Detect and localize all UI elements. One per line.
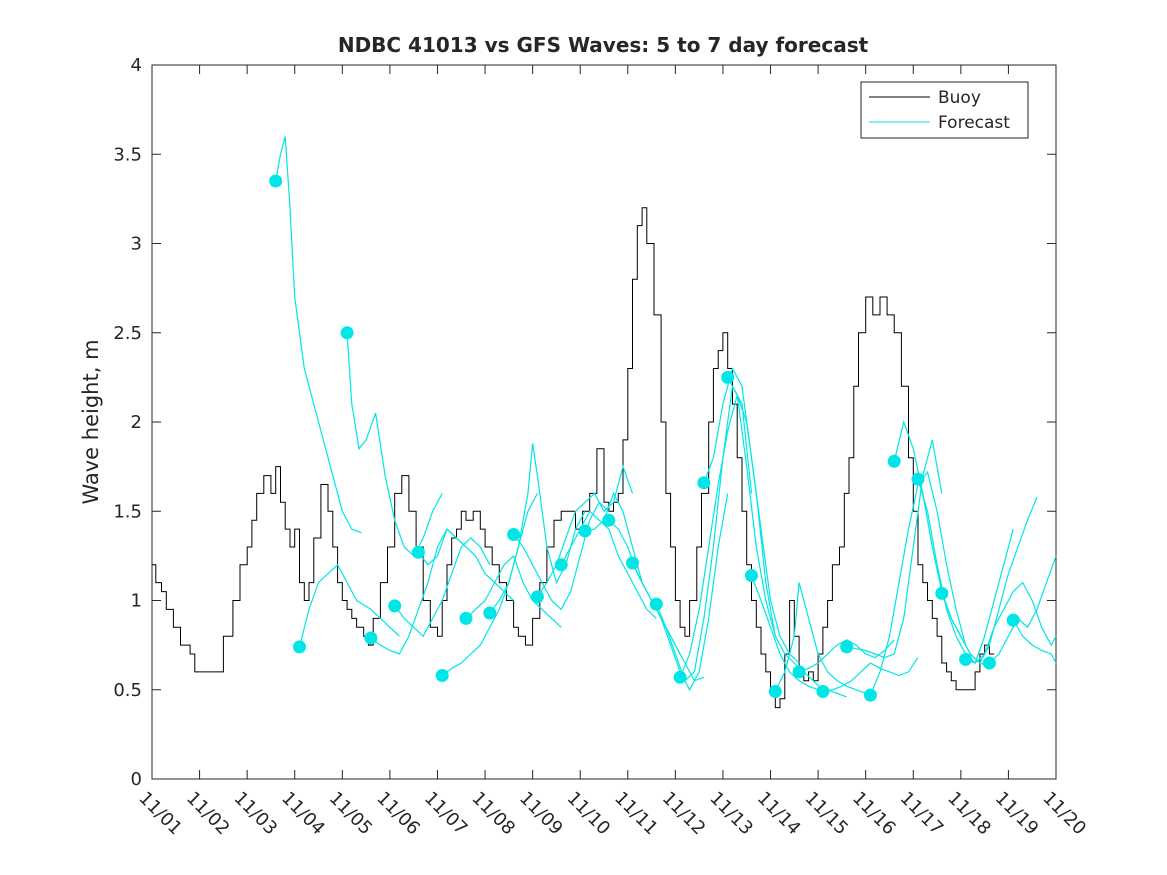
forecast-line: [441, 493, 538, 676]
forecast-start-point: [982, 656, 996, 670]
y-tick-label: 3.5: [113, 144, 142, 165]
forecast-start-point: [459, 611, 473, 625]
legend: Buoy Forecast: [860, 81, 1029, 139]
x-tick-label: 11/09: [515, 788, 567, 840]
x-tick-label: 11/05: [325, 788, 377, 840]
y-axis: 0 0.5 1 1.5 2 2.5 3 3.5 4: [113, 55, 1056, 790]
y-tick-label: 1: [131, 591, 142, 612]
y-tick-label: 4: [131, 55, 142, 76]
x-tick-label: 11/03: [230, 788, 282, 840]
forecast-line: [822, 657, 919, 693]
forecast-start-point: [935, 586, 949, 600]
forecast-start-point: [293, 640, 306, 654]
forecast-start-point: [554, 558, 568, 572]
forecast-start-point: [578, 524, 592, 538]
x-tick-label: 11/17: [896, 788, 948, 840]
forecast-start-point: [792, 665, 806, 679]
forecast-line: [489, 443, 586, 614]
forecast-start-point: [507, 528, 521, 541]
forecast-start-point: [697, 476, 711, 490]
forecast-line: [465, 554, 562, 628]
y-tick-label: 2: [131, 412, 142, 433]
forecast-start-point: [768, 685, 782, 698]
forecast-line: [536, 464, 634, 598]
forecast-line: [394, 537, 491, 638]
x-tick-label: 11/13: [705, 788, 757, 840]
forecast-line: [727, 377, 824, 691]
x-tick-label: 11/01: [134, 788, 186, 840]
buoy-layer: [152, 207, 995, 709]
x-tick-label: 11/11: [610, 788, 662, 840]
forecast-start-point: [269, 174, 283, 188]
x-tick-label: 11/20: [1038, 788, 1090, 840]
forecast-start-point: [721, 370, 735, 384]
forecast-start-point: [435, 669, 449, 682]
forecast-start-point: [340, 326, 354, 340]
forecast-line: [275, 136, 362, 534]
forecast-line: [560, 510, 657, 619]
buoy-line: [152, 207, 995, 709]
forecast-start-point: [602, 513, 616, 527]
forecast-start-point: [673, 670, 687, 684]
legend-box: [860, 81, 1029, 139]
x-tick-label: 11/15: [801, 788, 853, 840]
forecast-line: [965, 581, 1057, 664]
plot-area: [151, 64, 1057, 780]
y-tick-label: 1.5: [113, 501, 142, 522]
x-tick-label: 11/10: [563, 788, 615, 840]
forecast-line: [846, 439, 943, 659]
x-tick-label: 11/06: [372, 788, 424, 840]
legend-forecast-label: Forecast: [938, 113, 1010, 133]
forecast-start-point: [649, 597, 663, 611]
x-tick-label: 11/14: [753, 788, 805, 840]
y-axis-label: Wave height, m: [79, 339, 103, 504]
forecast-start-point: [840, 640, 854, 654]
x-tick-label: 11/18: [943, 788, 995, 840]
y-tick-label: 0.5: [113, 680, 142, 701]
chart-title: NDBC 41013 vs GFS Waves: 5 to 7 day fore…: [338, 33, 869, 57]
x-tick-label: 11/12: [658, 788, 710, 840]
legend-buoy-label: Buoy: [938, 88, 981, 108]
forecast-start-point: [911, 472, 925, 486]
plot-frame: [151, 64, 1057, 780]
forecast-start-point: [626, 556, 639, 570]
forecast-start-point: [530, 590, 544, 604]
forecast-start-point: [388, 599, 402, 613]
x-tick-label: 11/08: [468, 788, 520, 840]
forecast-start-point: [1006, 613, 1020, 627]
forecast-line: [774, 582, 876, 700]
forecast-line: [679, 393, 776, 678]
forecast-start-point: [863, 688, 877, 702]
forecast-start-point: [364, 631, 378, 645]
x-tick-label: 11/07: [420, 788, 472, 840]
forecast-start-point: [959, 652, 973, 666]
forecast-line: [298, 563, 400, 648]
forecast-line: [703, 366, 800, 664]
x-tick-label: 11/02: [182, 788, 234, 840]
forecast-line: [1012, 619, 1057, 664]
forecast-line: [941, 496, 1038, 664]
forecast-start-point: [887, 454, 901, 468]
forecast-start-point: [411, 545, 425, 559]
forecast-start-point: [483, 606, 497, 620]
forecast-line: [988, 555, 1057, 664]
x-tick-label: 11/16: [848, 788, 900, 840]
forecast-line: [346, 332, 443, 557]
forecast-line: [750, 575, 847, 698]
x-tick-label: 11/19: [991, 788, 1043, 840]
forecast-layer: [269, 136, 1057, 702]
y-tick-label: 3: [131, 234, 142, 255]
x-tick-label: 11/04: [277, 788, 329, 840]
y-tick-label: 0: [131, 769, 142, 790]
forecast-start-point: [745, 569, 758, 582]
y-tick-label: 2.5: [113, 323, 142, 344]
forecast-line: [417, 528, 515, 601]
forecast-start-point: [816, 685, 830, 698]
